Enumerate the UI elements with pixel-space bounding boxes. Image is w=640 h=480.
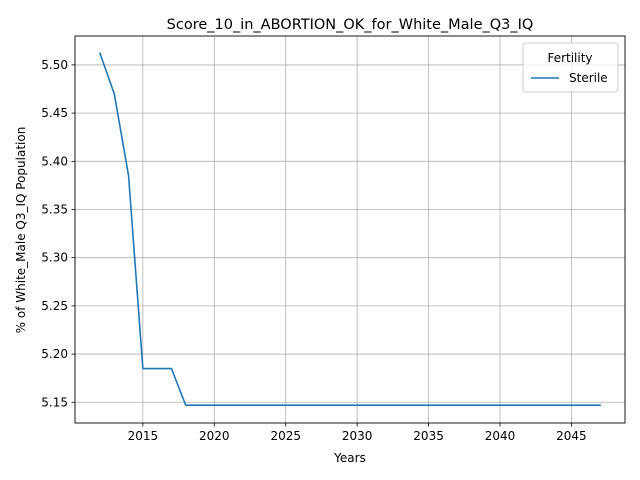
- legend-box: [522, 42, 619, 93]
- grid-lines: [75, 36, 625, 423]
- y-tick-label: 5.45: [41, 106, 68, 120]
- legend-title: Fertility: [547, 51, 592, 65]
- x-axis-label: Years: [333, 451, 366, 465]
- series-layer: [98, 52, 601, 406]
- y-tick-label: 5.50: [41, 58, 68, 72]
- y-tick-label: 5.40: [41, 154, 68, 168]
- x-tick-label: 2025: [270, 429, 301, 443]
- y-tick-label: 5.30: [41, 251, 68, 265]
- plot-frame: [74, 35, 626, 424]
- chart-title: Score_10_in_ABORTION_OK_for_White_Male_Q…: [167, 17, 534, 33]
- x-tick-label: 2040: [485, 429, 516, 443]
- x-tick-label: 2035: [413, 429, 444, 443]
- x-tick-label: 2030: [342, 429, 373, 443]
- y-tick-label: 5.20: [41, 347, 68, 361]
- legend: Fertility Sterile: [522, 42, 619, 93]
- y-axis-label: % of White_Male Q3_IQ Population: [14, 127, 28, 334]
- y-tick-label: 5.35: [41, 202, 68, 216]
- y-ticks: 5.15 5.20 5.25 5.30 5.35 5.40 5.45 5.50: [41, 58, 75, 409]
- y-tick-label: 5.25: [41, 299, 68, 313]
- x-ticks: 2015 2020 2025 2030 2035 2040 2045: [128, 423, 587, 443]
- y-tick-label: 5.15: [41, 395, 68, 409]
- x-tick-label: 2020: [199, 429, 230, 443]
- series-line-sterile: [98, 52, 601, 406]
- x-tick-label: 2045: [556, 429, 587, 443]
- x-tick-label: 2015: [128, 429, 159, 443]
- legend-label-sterile: Sterile: [569, 71, 608, 85]
